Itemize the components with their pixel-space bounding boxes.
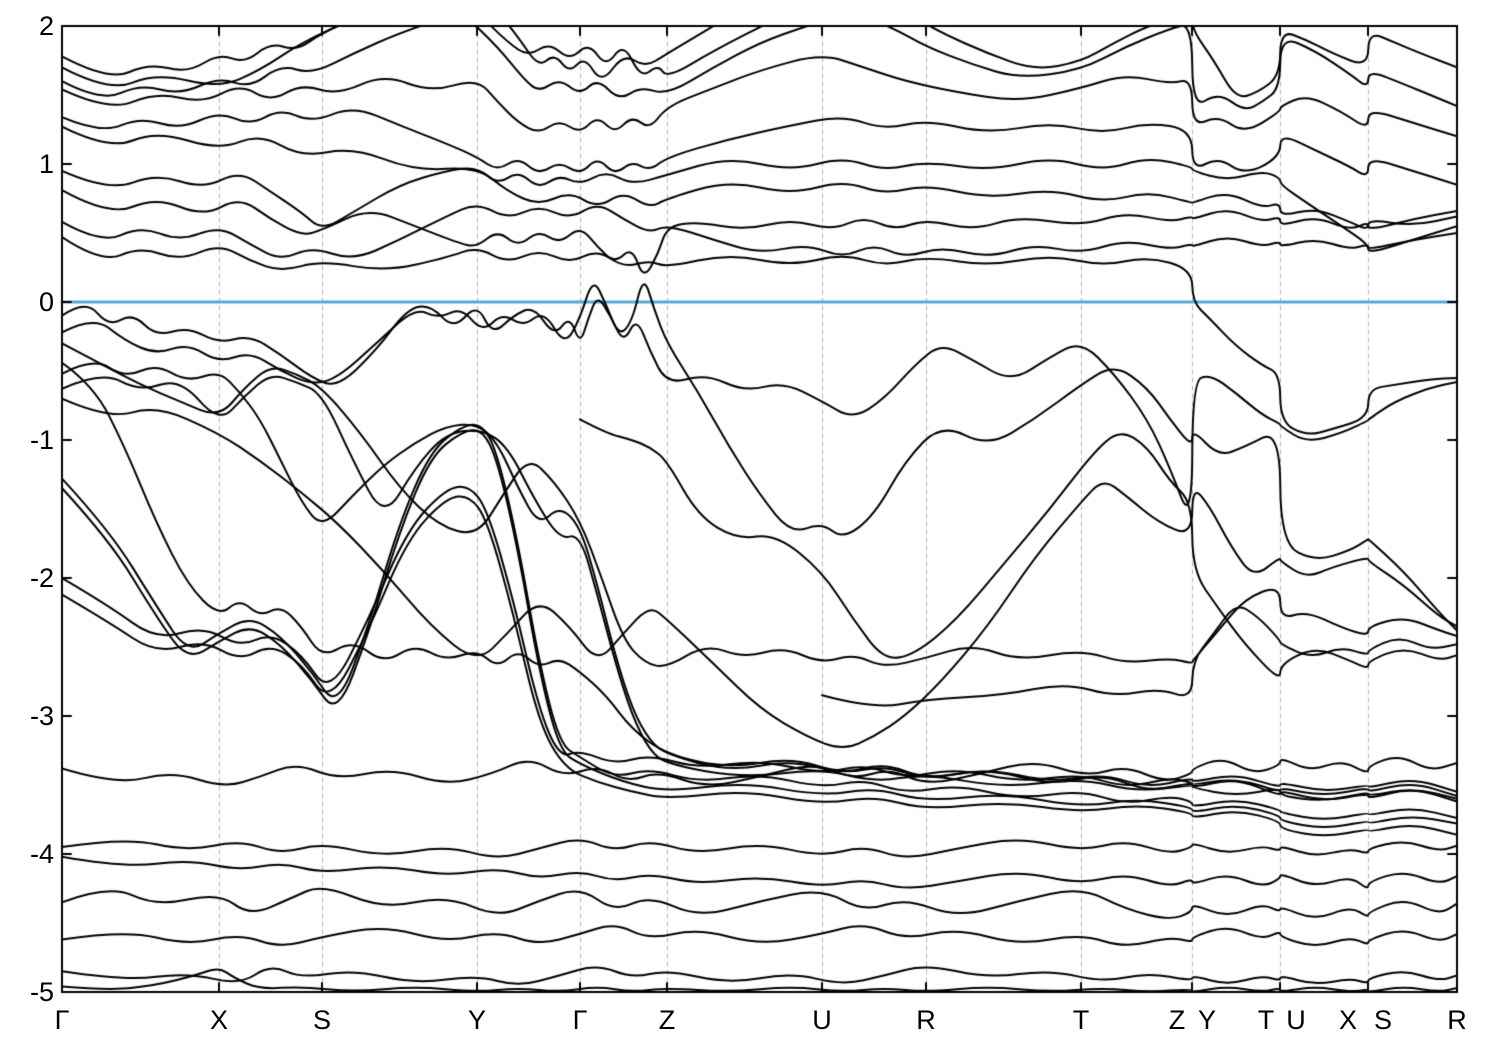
y-tick-label: -5: [29, 977, 54, 1007]
y-tick-label: -4: [29, 839, 54, 869]
k-point-label: T: [1257, 1005, 1275, 1035]
y-tick-label: 0: [38, 287, 54, 317]
y-tick-label: -3: [29, 701, 54, 731]
k-point-label: U: [1286, 1005, 1306, 1035]
k-point-label: Γ: [54, 1005, 70, 1035]
k-point-label: X: [1338, 1005, 1358, 1035]
y-tick-label: 1: [38, 149, 54, 179]
k-point-label: Y: [467, 1005, 487, 1035]
y-tick-label: -1: [29, 425, 54, 455]
y-tick-label: -2: [29, 563, 54, 593]
k-point-label: R: [1447, 1005, 1467, 1035]
k-point-label: Y: [1197, 1005, 1217, 1035]
k-point-label: S: [1373, 1005, 1393, 1035]
k-point-label: X: [209, 1005, 229, 1035]
k-point-label: R: [916, 1005, 936, 1035]
y-tick-label: 2: [38, 11, 54, 41]
k-point-label: U: [812, 1005, 832, 1035]
k-point-label: Γ: [572, 1005, 588, 1035]
k-point-label: T: [1072, 1005, 1090, 1035]
k-point-label: S: [312, 1005, 332, 1035]
k-point-label: Z: [1168, 1005, 1186, 1035]
k-point-label: Z: [658, 1005, 676, 1035]
